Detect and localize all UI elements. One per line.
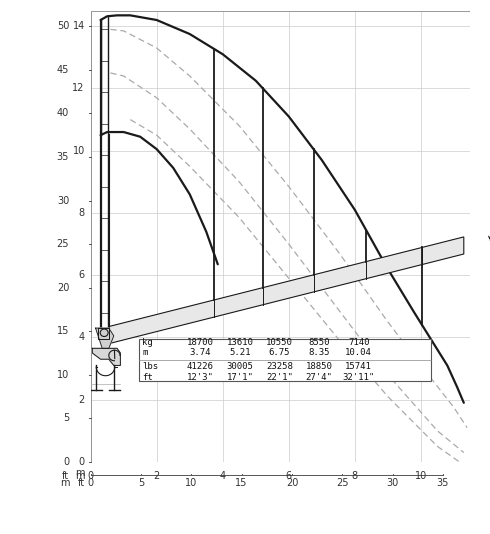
Text: ft: ft xyxy=(77,478,85,488)
Text: 2: 2 xyxy=(153,470,160,481)
Text: 0: 0 xyxy=(63,457,69,467)
Text: 22'1": 22'1" xyxy=(266,373,293,382)
Text: 15: 15 xyxy=(57,326,69,336)
Text: 40: 40 xyxy=(57,108,69,119)
Text: 6: 6 xyxy=(78,270,85,280)
Text: kg: kg xyxy=(143,338,153,347)
Text: 15741: 15741 xyxy=(345,363,372,372)
Text: 10: 10 xyxy=(57,370,69,380)
Text: 10: 10 xyxy=(73,146,85,156)
Text: 8550: 8550 xyxy=(308,338,330,347)
Text: 20: 20 xyxy=(57,282,69,293)
Text: m: m xyxy=(75,470,85,481)
Text: 4: 4 xyxy=(220,470,226,481)
Text: 18850: 18850 xyxy=(306,363,333,372)
Text: m: m xyxy=(143,349,148,357)
Text: 14: 14 xyxy=(73,21,85,32)
Text: 8: 8 xyxy=(352,470,358,481)
Polygon shape xyxy=(367,247,422,279)
Polygon shape xyxy=(98,328,109,339)
Text: 12: 12 xyxy=(73,83,85,93)
Polygon shape xyxy=(214,288,263,317)
Text: 7140: 7140 xyxy=(348,338,369,347)
Polygon shape xyxy=(96,328,114,348)
Text: 23258: 23258 xyxy=(266,363,293,372)
Text: 35: 35 xyxy=(57,152,69,162)
Text: 25: 25 xyxy=(336,478,348,488)
Text: 20: 20 xyxy=(286,478,298,488)
Text: 18700: 18700 xyxy=(187,338,214,347)
Text: 10550: 10550 xyxy=(266,338,293,347)
Text: 13610: 13610 xyxy=(226,338,253,347)
Text: 32'11": 32'11" xyxy=(343,373,375,382)
Text: 50: 50 xyxy=(57,21,69,32)
Text: 15: 15 xyxy=(235,478,248,488)
Text: ft: ft xyxy=(143,373,153,382)
Text: 0: 0 xyxy=(88,478,94,488)
Text: ft: ft xyxy=(62,470,69,481)
Polygon shape xyxy=(422,237,464,264)
Text: 10: 10 xyxy=(415,470,427,481)
Text: 6.75: 6.75 xyxy=(269,349,290,357)
Text: 5: 5 xyxy=(63,413,69,423)
Polygon shape xyxy=(109,300,214,344)
Text: 8: 8 xyxy=(78,208,85,218)
Text: 30: 30 xyxy=(57,195,69,206)
Text: 45: 45 xyxy=(57,65,69,75)
Text: 15°: 15° xyxy=(484,233,490,252)
Text: 4: 4 xyxy=(78,333,85,342)
Text: m: m xyxy=(75,467,85,477)
Text: m: m xyxy=(60,478,69,488)
Text: 5: 5 xyxy=(138,478,144,488)
Text: 5.21: 5.21 xyxy=(229,349,251,357)
Text: 12'3": 12'3" xyxy=(187,373,214,382)
Polygon shape xyxy=(109,237,464,344)
Polygon shape xyxy=(263,275,314,305)
FancyBboxPatch shape xyxy=(139,339,431,381)
Text: 30005: 30005 xyxy=(226,363,253,372)
Text: 10: 10 xyxy=(185,478,197,488)
Text: 0: 0 xyxy=(88,470,94,481)
Text: 3.74: 3.74 xyxy=(190,349,211,357)
Text: 35: 35 xyxy=(437,478,449,488)
Text: 10.04: 10.04 xyxy=(345,349,372,357)
Text: 8.35: 8.35 xyxy=(308,349,330,357)
Text: lbs: lbs xyxy=(143,363,159,372)
Text: 0: 0 xyxy=(78,457,85,467)
Text: 27'4": 27'4" xyxy=(306,373,333,382)
Text: 17'1": 17'1" xyxy=(226,373,253,382)
Text: 30: 30 xyxy=(387,478,399,488)
Text: 2: 2 xyxy=(78,395,85,405)
Polygon shape xyxy=(92,348,121,365)
Text: 41226: 41226 xyxy=(187,363,214,372)
Text: 6: 6 xyxy=(286,470,292,481)
Text: 25: 25 xyxy=(57,239,69,249)
Polygon shape xyxy=(314,262,367,292)
